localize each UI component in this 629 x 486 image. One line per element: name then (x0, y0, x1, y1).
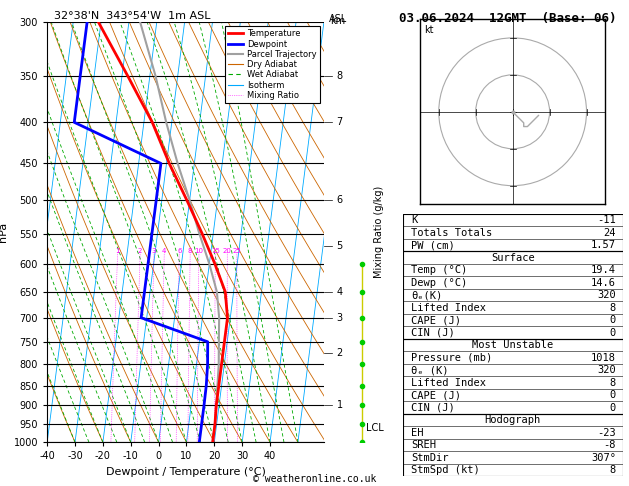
Y-axis label: hPa: hPa (0, 222, 8, 242)
Text: km: km (330, 16, 346, 26)
Legend: Temperature, Dewpoint, Parcel Trajectory, Dry Adiabat, Wet Adiabat, Isotherm, Mi: Temperature, Dewpoint, Parcel Trajectory… (225, 26, 320, 103)
Text: 25: 25 (233, 248, 241, 254)
Text: Pressure (mb): Pressure (mb) (411, 352, 493, 363)
Text: 0: 0 (610, 402, 616, 413)
Text: θₑ(K): θₑ(K) (411, 290, 443, 300)
Text: 10: 10 (194, 248, 203, 254)
Text: Dewp (°C): Dewp (°C) (411, 278, 467, 288)
Text: 320: 320 (598, 365, 616, 375)
Text: 5: 5 (337, 241, 343, 251)
Text: 2: 2 (337, 348, 343, 358)
Text: Mixing Ratio (g/kg): Mixing Ratio (g/kg) (374, 186, 384, 278)
Text: 1: 1 (337, 400, 343, 411)
Text: 1.57: 1.57 (591, 240, 616, 250)
Text: 8: 8 (337, 70, 343, 81)
Text: 1: 1 (116, 248, 120, 254)
Text: 8: 8 (610, 465, 616, 475)
Text: Hodograph: Hodograph (484, 415, 541, 425)
Text: 6: 6 (337, 195, 343, 205)
Text: Lifted Index: Lifted Index (411, 303, 486, 312)
Text: 0: 0 (610, 328, 616, 338)
Text: StmSpd (kt): StmSpd (kt) (411, 465, 480, 475)
Text: 03.06.2024  12GMT  (Base: 06): 03.06.2024 12GMT (Base: 06) (399, 12, 617, 25)
Text: 2: 2 (138, 248, 142, 254)
Text: 14.6: 14.6 (591, 278, 616, 288)
Text: Most Unstable: Most Unstable (472, 340, 554, 350)
Text: ASL: ASL (329, 14, 347, 24)
Text: 4: 4 (162, 248, 167, 254)
Text: θₑ (K): θₑ (K) (411, 365, 449, 375)
Text: 0: 0 (610, 390, 616, 400)
Text: 1018: 1018 (591, 352, 616, 363)
Text: 8: 8 (188, 248, 192, 254)
Text: 8: 8 (610, 378, 616, 387)
X-axis label: Dewpoint / Temperature (°C): Dewpoint / Temperature (°C) (106, 467, 265, 477)
Text: -23: -23 (598, 428, 616, 437)
Text: 7: 7 (337, 117, 343, 127)
Text: 307°: 307° (591, 452, 616, 463)
Text: -8: -8 (604, 440, 616, 450)
Text: PW (cm): PW (cm) (411, 240, 455, 250)
Text: StmDir: StmDir (411, 452, 449, 463)
Text: EH: EH (411, 428, 424, 437)
Text: -11: -11 (598, 215, 616, 225)
Text: 0: 0 (610, 315, 616, 325)
Text: LCL: LCL (367, 423, 384, 433)
Text: 3: 3 (337, 312, 343, 323)
Text: CAPE (J): CAPE (J) (411, 390, 461, 400)
Text: CIN (J): CIN (J) (411, 402, 455, 413)
Text: 19.4: 19.4 (591, 265, 616, 275)
Text: Surface: Surface (491, 253, 535, 262)
Text: kt: kt (424, 25, 433, 35)
Text: 15: 15 (211, 248, 220, 254)
Text: 320: 320 (598, 290, 616, 300)
Text: 6: 6 (177, 248, 182, 254)
Text: Lifted Index: Lifted Index (411, 378, 486, 387)
Text: K: K (411, 215, 418, 225)
Text: SREH: SREH (411, 440, 437, 450)
Text: 20: 20 (223, 248, 231, 254)
Text: 4: 4 (337, 287, 343, 297)
Text: 32°38'N  343°54'W  1m ASL: 32°38'N 343°54'W 1m ASL (47, 11, 211, 21)
Text: 3: 3 (152, 248, 157, 254)
Text: © weatheronline.co.uk: © weatheronline.co.uk (253, 473, 376, 484)
Text: 8: 8 (610, 303, 616, 312)
Text: 24: 24 (604, 227, 616, 238)
Text: CAPE (J): CAPE (J) (411, 315, 461, 325)
Text: CIN (J): CIN (J) (411, 328, 455, 338)
Text: Temp (°C): Temp (°C) (411, 265, 467, 275)
Text: Totals Totals: Totals Totals (411, 227, 493, 238)
